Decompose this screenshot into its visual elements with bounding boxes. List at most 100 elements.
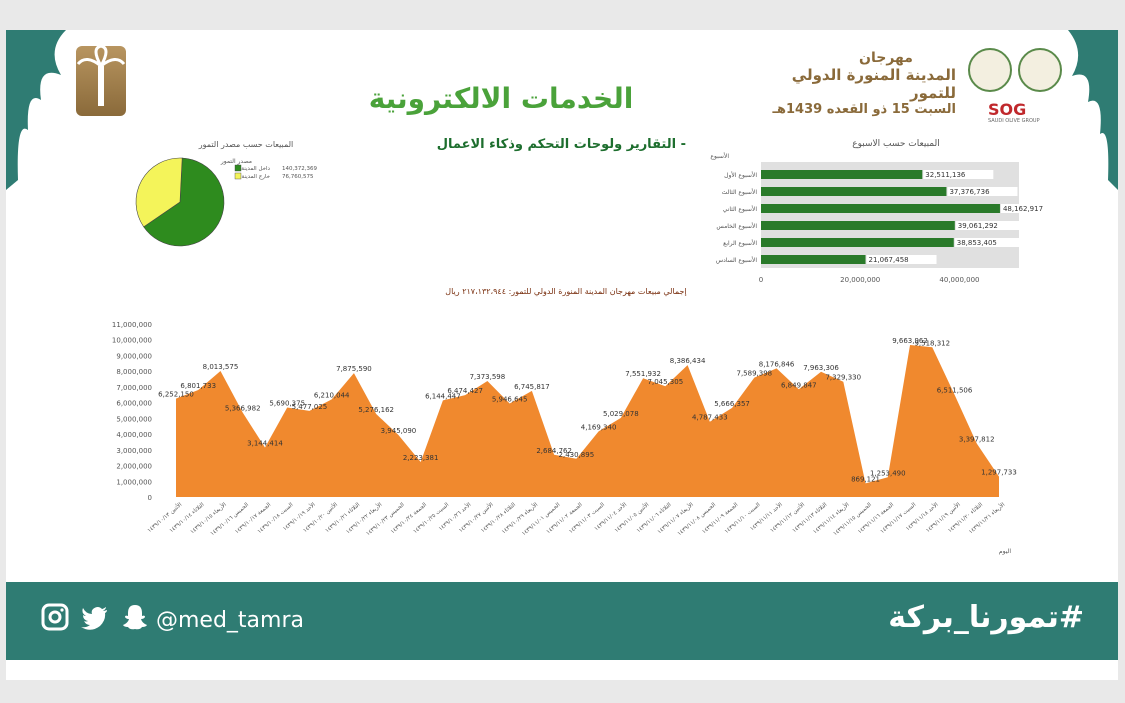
bar-category-label: الأسبوع السادس bbox=[716, 256, 758, 264]
area-value-label: 5,477,025 bbox=[292, 403, 328, 411]
bar-value-label: 21,067,458 bbox=[869, 256, 909, 264]
area-x-tick-label: الخميس ١٤٣٩/١١/٠٨ bbox=[677, 502, 718, 538]
twitter-icon[interactable] bbox=[80, 602, 110, 632]
area-value-label: 6,849,847 bbox=[781, 381, 817, 389]
bar bbox=[761, 238, 954, 247]
bar bbox=[761, 255, 866, 264]
area-y-tick-label: 3,000,000 bbox=[116, 447, 152, 455]
area-value-label: 5,946,645 bbox=[492, 395, 528, 403]
pie-legend-swatch bbox=[234, 172, 242, 180]
bar bbox=[761, 170, 923, 179]
bar-value-label: 37,376,736 bbox=[949, 188, 990, 196]
area-y-tick-label: 9,000,000 bbox=[116, 352, 152, 360]
area-value-label: 5,029,078 bbox=[603, 410, 639, 418]
seal-emblem-2 bbox=[1018, 48, 1062, 92]
pie-legend-value: 140,372,369 bbox=[282, 166, 317, 172]
bar-category-label: الأسبوع الرابع bbox=[723, 239, 757, 247]
pie-legend-label: خارج المدينة bbox=[242, 174, 270, 180]
festival-date: السبت 15 ذو القعده 1439هـ bbox=[772, 102, 956, 117]
area-y-tick-label: 1,000,000 bbox=[116, 478, 152, 486]
bar-category-label: الأسبوع الثاني bbox=[723, 205, 758, 213]
area-value-label: 6,252,150 bbox=[158, 391, 194, 399]
area-x-tick-label: الخميس ١٤٣٩/١١/١٥ bbox=[832, 502, 873, 538]
area-value-label: 5,666,357 bbox=[714, 400, 750, 408]
area-value-label: 6,144,447 bbox=[425, 392, 461, 400]
festival-name: مهرجان المدينة المنورة الدولي للتمور الس… bbox=[746, 50, 956, 117]
bar bbox=[761, 187, 947, 196]
bar-label-bg bbox=[1000, 204, 1071, 213]
seal-emblem-1 bbox=[968, 48, 1012, 92]
area-value-label: 3,945,090 bbox=[381, 427, 417, 435]
area-value-label: 2,684,762 bbox=[536, 447, 572, 455]
area-value-label: 5,366,982 bbox=[225, 405, 261, 413]
festival-logo bbox=[76, 44, 126, 116]
area-value-label: 869,121 bbox=[851, 475, 880, 483]
page-title: الخدمات الالكترونية bbox=[368, 82, 634, 115]
area-value-label: 2,223,381 bbox=[403, 454, 439, 462]
bar-value-label: 48,162,917 bbox=[1003, 205, 1043, 213]
area-value-label: 7,551,932 bbox=[625, 370, 661, 378]
area-value-label: 6,745,817 bbox=[514, 383, 550, 391]
page-subtitle: - التقارير ولوحات التحكم وذكاء الاعمال bbox=[436, 137, 686, 152]
area-value-label: 6,210,044 bbox=[314, 391, 350, 399]
area-value-label: 7,875,590 bbox=[336, 365, 372, 373]
festival-line-1: مهرجان bbox=[859, 50, 913, 66]
area-y-tick-label: 4,000,000 bbox=[116, 431, 152, 439]
pie-legend-swatch bbox=[234, 164, 242, 172]
area-x-tick-label: الأربعاء ١٤٣٩/١٠/٢٩ bbox=[500, 500, 540, 535]
pie-title: المبيعات حسب مصدر التمور bbox=[198, 140, 294, 149]
area-x-tick-label: الخميس ١٤٣٩/١٠/٢٣ bbox=[365, 502, 406, 538]
pie-legend-title: مصدر التمور bbox=[220, 158, 252, 165]
date-palm-icon bbox=[76, 44, 126, 106]
area-y-tick-label: 5,000,000 bbox=[116, 415, 152, 423]
area-value-label: 8,176,846 bbox=[759, 360, 795, 368]
area-x-tick-label: الخميس ١٤٣٩/١١/٠١ bbox=[521, 502, 562, 538]
palm-leaf-right-icon bbox=[1068, 30, 1118, 190]
pie-slice bbox=[143, 157, 225, 247]
area-value-label: 7,045,305 bbox=[648, 378, 684, 386]
bar-axis-title: الأسبوع bbox=[710, 152, 729, 160]
pie-slice bbox=[135, 157, 183, 228]
area-x-tick-label: الخميس ١٤٣٩/١٠/١٦ bbox=[210, 502, 251, 538]
area-value-label: 7,373,598 bbox=[470, 373, 506, 381]
bar-chart-title: المبيعات حسب الاسبوع bbox=[852, 139, 940, 149]
area-x-tick-label: الأربعاء ١٤٣٩/١١/٢١ bbox=[967, 500, 1007, 535]
area-value-label: 9,518,312 bbox=[914, 339, 950, 347]
bar-value-label: 32,511,136 bbox=[925, 171, 966, 179]
area-y-tick-label: 11,000,000 bbox=[112, 321, 152, 329]
area-y-tick-label: 8,000,000 bbox=[116, 368, 152, 376]
hashtag: #تمورنا_بركة bbox=[888, 600, 1084, 635]
area-value-label: 5,690,375 bbox=[269, 400, 305, 408]
area-value-label: 2,430,895 bbox=[559, 451, 595, 459]
bar-x-tick-label: 20,000,000 bbox=[840, 276, 880, 284]
area-value-label: 6,474,427 bbox=[447, 387, 483, 395]
bar-label-bg bbox=[947, 187, 1018, 196]
area-value-label: 3,144,414 bbox=[247, 440, 283, 448]
bar-label-bg bbox=[866, 255, 937, 264]
area-x-tick-label: الأربعاء ١٤٣٩/١٠/١٥ bbox=[188, 500, 228, 535]
area-value-label: 7,329,330 bbox=[825, 374, 861, 382]
area-value-label: 7,963,306 bbox=[803, 364, 839, 372]
area-series bbox=[176, 345, 999, 497]
area-value-label: 6,511,506 bbox=[937, 387, 973, 395]
area-value-label: 4,787,433 bbox=[692, 414, 728, 422]
bar-value-label: 38,853,405 bbox=[957, 239, 997, 247]
social-handle: @med_tamra bbox=[156, 608, 304, 633]
bar-plot-area bbox=[761, 162, 1019, 268]
area-value-label: 9,663,962 bbox=[892, 337, 928, 345]
area-x-tick-label: الأربعاء ١٤٣٩/١٠/٢٢ bbox=[344, 500, 384, 535]
area-y-tick-label: 2,000,000 bbox=[116, 463, 152, 471]
bar-category-label: الأسبوع الخامس bbox=[716, 222, 757, 230]
instagram-icon[interactable] bbox=[40, 602, 70, 632]
area-value-label: 8,386,434 bbox=[670, 357, 706, 365]
sog-logo-subtitle: SAUDI OLIVE GROUP bbox=[988, 118, 1040, 124]
pie-legend-value: 76,760,575 bbox=[282, 174, 314, 180]
area-chart-title: إجمالي مبيعات مهرجان المدينة المنورة الد… bbox=[445, 287, 686, 297]
area-y-tick-label: 10,000,000 bbox=[112, 337, 152, 345]
bar bbox=[761, 221, 955, 230]
area-x-tick-label: الأربعاء ١٤٣٩/١١/١٤ bbox=[811, 500, 851, 535]
area-value-label: 1,253,490 bbox=[870, 469, 906, 477]
charts-canvas: المبيعات حسب مصدر التمور مصدر التمورداخل … bbox=[112, 139, 1071, 555]
snapchat-icon[interactable] bbox=[120, 602, 150, 632]
area-value-label: 7,589,398 bbox=[737, 370, 773, 378]
